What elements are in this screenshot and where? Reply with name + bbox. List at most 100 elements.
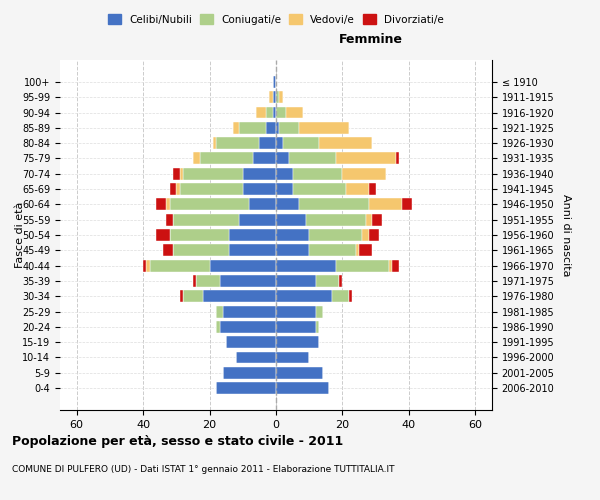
Bar [309,229,362,241]
Bar [309,244,356,256]
Bar [193,152,200,164]
Bar [266,106,272,118]
Bar [276,306,316,318]
Bar [366,214,373,226]
Bar [223,367,276,379]
Bar [289,152,336,164]
Bar [259,137,276,149]
Text: COMUNE DI PULFERO (UD) - Dati ISTAT 1° gennaio 2011 - Elaborazione TUTTITALIA.IT: COMUNE DI PULFERO (UD) - Dati ISTAT 1° g… [12,465,395,474]
Bar [216,382,276,394]
Bar [359,244,373,256]
Bar [276,152,289,164]
Bar [220,275,276,287]
Bar [200,152,253,164]
Bar [173,214,239,226]
Bar [243,183,276,195]
Bar [389,260,392,272]
Bar [316,275,339,287]
Y-axis label: Fasce di età: Fasce di età [16,202,25,268]
Bar [283,137,319,149]
Bar [250,198,276,210]
Bar [170,183,176,195]
Bar [193,275,196,287]
Bar [213,137,216,149]
Bar [276,275,316,287]
Bar [216,137,259,149]
Bar [183,290,203,302]
Bar [243,168,276,179]
Bar [157,229,170,241]
Bar [157,198,166,210]
Bar [239,214,276,226]
Bar [293,168,343,179]
Bar [173,168,179,179]
Bar [276,106,286,118]
Bar [346,183,369,195]
Bar [280,122,299,134]
Bar [236,352,276,364]
Bar [276,137,283,149]
Bar [223,306,276,318]
Legend: Celibi/Nubili, Coniugati/e, Vedovi/e, Divorziati/e: Celibi/Nubili, Coniugati/e, Vedovi/e, Di… [104,10,448,29]
Bar [276,367,323,379]
Bar [276,244,309,256]
Bar [272,76,276,88]
Bar [373,214,382,226]
Bar [216,321,220,333]
Bar [276,321,316,333]
Bar [369,229,379,241]
Bar [179,183,243,195]
Bar [276,122,280,134]
Bar [362,229,369,241]
Bar [276,336,319,348]
Bar [170,198,250,210]
Bar [179,168,183,179]
Y-axis label: Anni di nascita: Anni di nascita [561,194,571,276]
Bar [229,229,276,241]
Bar [272,106,276,118]
Bar [220,321,276,333]
Bar [336,152,395,164]
Bar [402,198,412,210]
Bar [216,306,223,318]
Bar [276,290,332,302]
Bar [203,290,276,302]
Bar [166,214,173,226]
Bar [319,137,373,149]
Bar [183,168,243,179]
Bar [276,260,336,272]
Bar [316,321,319,333]
Bar [395,152,399,164]
Bar [343,168,386,179]
Bar [276,183,293,195]
Bar [339,275,343,287]
Bar [332,290,349,302]
Bar [176,183,179,195]
Bar [209,260,276,272]
Bar [150,260,209,272]
Bar [239,122,266,134]
Text: Popolazione per età, sesso e stato civile - 2011: Popolazione per età, sesso e stato civil… [12,435,343,448]
Bar [286,106,302,118]
Bar [276,91,280,103]
Bar [166,198,170,210]
Bar [143,260,146,272]
Bar [276,214,306,226]
Bar [293,183,346,195]
Bar [196,275,220,287]
Bar [229,244,276,256]
Bar [146,260,150,272]
Bar [276,168,293,179]
Bar [392,260,399,272]
Bar [276,229,309,241]
Bar [276,352,309,364]
Bar [226,336,276,348]
Bar [272,91,276,103]
Bar [179,290,183,302]
Bar [256,106,266,118]
Bar [306,214,366,226]
Bar [356,244,359,256]
Bar [299,122,349,134]
Text: Femmine: Femmine [339,33,403,46]
Bar [299,198,369,210]
